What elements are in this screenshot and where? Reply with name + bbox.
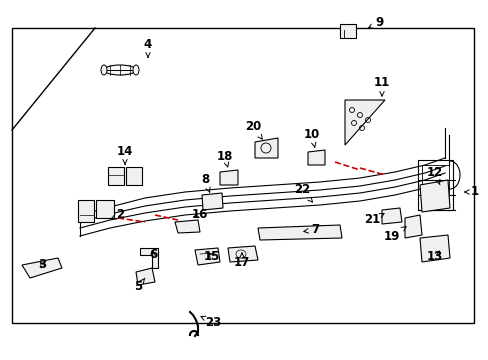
Bar: [12, 28, 473, 323]
Text: 18: 18: [216, 150, 233, 167]
Text: 2: 2: [110, 208, 124, 221]
Bar: [417, 160, 452, 210]
Polygon shape: [227, 246, 258, 262]
Text: 19: 19: [383, 227, 406, 243]
Bar: [126, 167, 142, 185]
Text: 12: 12: [426, 166, 442, 185]
Ellipse shape: [133, 65, 139, 75]
Text: 13: 13: [426, 251, 442, 264]
Text: 22: 22: [293, 184, 312, 202]
Bar: [108, 167, 124, 185]
Polygon shape: [419, 235, 449, 262]
Polygon shape: [22, 258, 62, 278]
Ellipse shape: [104, 65, 136, 75]
Text: 8: 8: [201, 174, 210, 192]
Text: 3: 3: [38, 258, 46, 271]
Bar: [78, 200, 94, 222]
Text: 7: 7: [303, 224, 318, 237]
Polygon shape: [404, 215, 421, 238]
Text: 9: 9: [367, 15, 384, 28]
Polygon shape: [140, 248, 158, 268]
Polygon shape: [419, 180, 449, 212]
Polygon shape: [381, 208, 401, 224]
Text: 4: 4: [143, 39, 152, 57]
Text: 10: 10: [303, 129, 320, 147]
Polygon shape: [345, 100, 384, 145]
Polygon shape: [175, 220, 200, 233]
Text: 17: 17: [233, 253, 250, 270]
Polygon shape: [136, 268, 155, 285]
Text: 21: 21: [363, 213, 383, 226]
Ellipse shape: [101, 65, 107, 75]
Text: 15: 15: [203, 251, 220, 264]
Text: 11: 11: [373, 77, 389, 96]
Polygon shape: [220, 170, 238, 185]
Text: 1: 1: [464, 185, 478, 198]
Bar: [96, 200, 114, 218]
Polygon shape: [195, 248, 220, 265]
Polygon shape: [254, 138, 278, 158]
Text: 23: 23: [201, 315, 221, 328]
Bar: [339, 24, 355, 38]
Polygon shape: [202, 193, 223, 210]
Bar: [421, 165, 448, 205]
Polygon shape: [307, 150, 325, 165]
Text: 16: 16: [191, 208, 208, 221]
Text: 6: 6: [148, 248, 157, 261]
Polygon shape: [258, 225, 341, 240]
Text: 14: 14: [117, 145, 133, 164]
Text: 20: 20: [244, 121, 262, 139]
Text: 5: 5: [134, 278, 144, 293]
